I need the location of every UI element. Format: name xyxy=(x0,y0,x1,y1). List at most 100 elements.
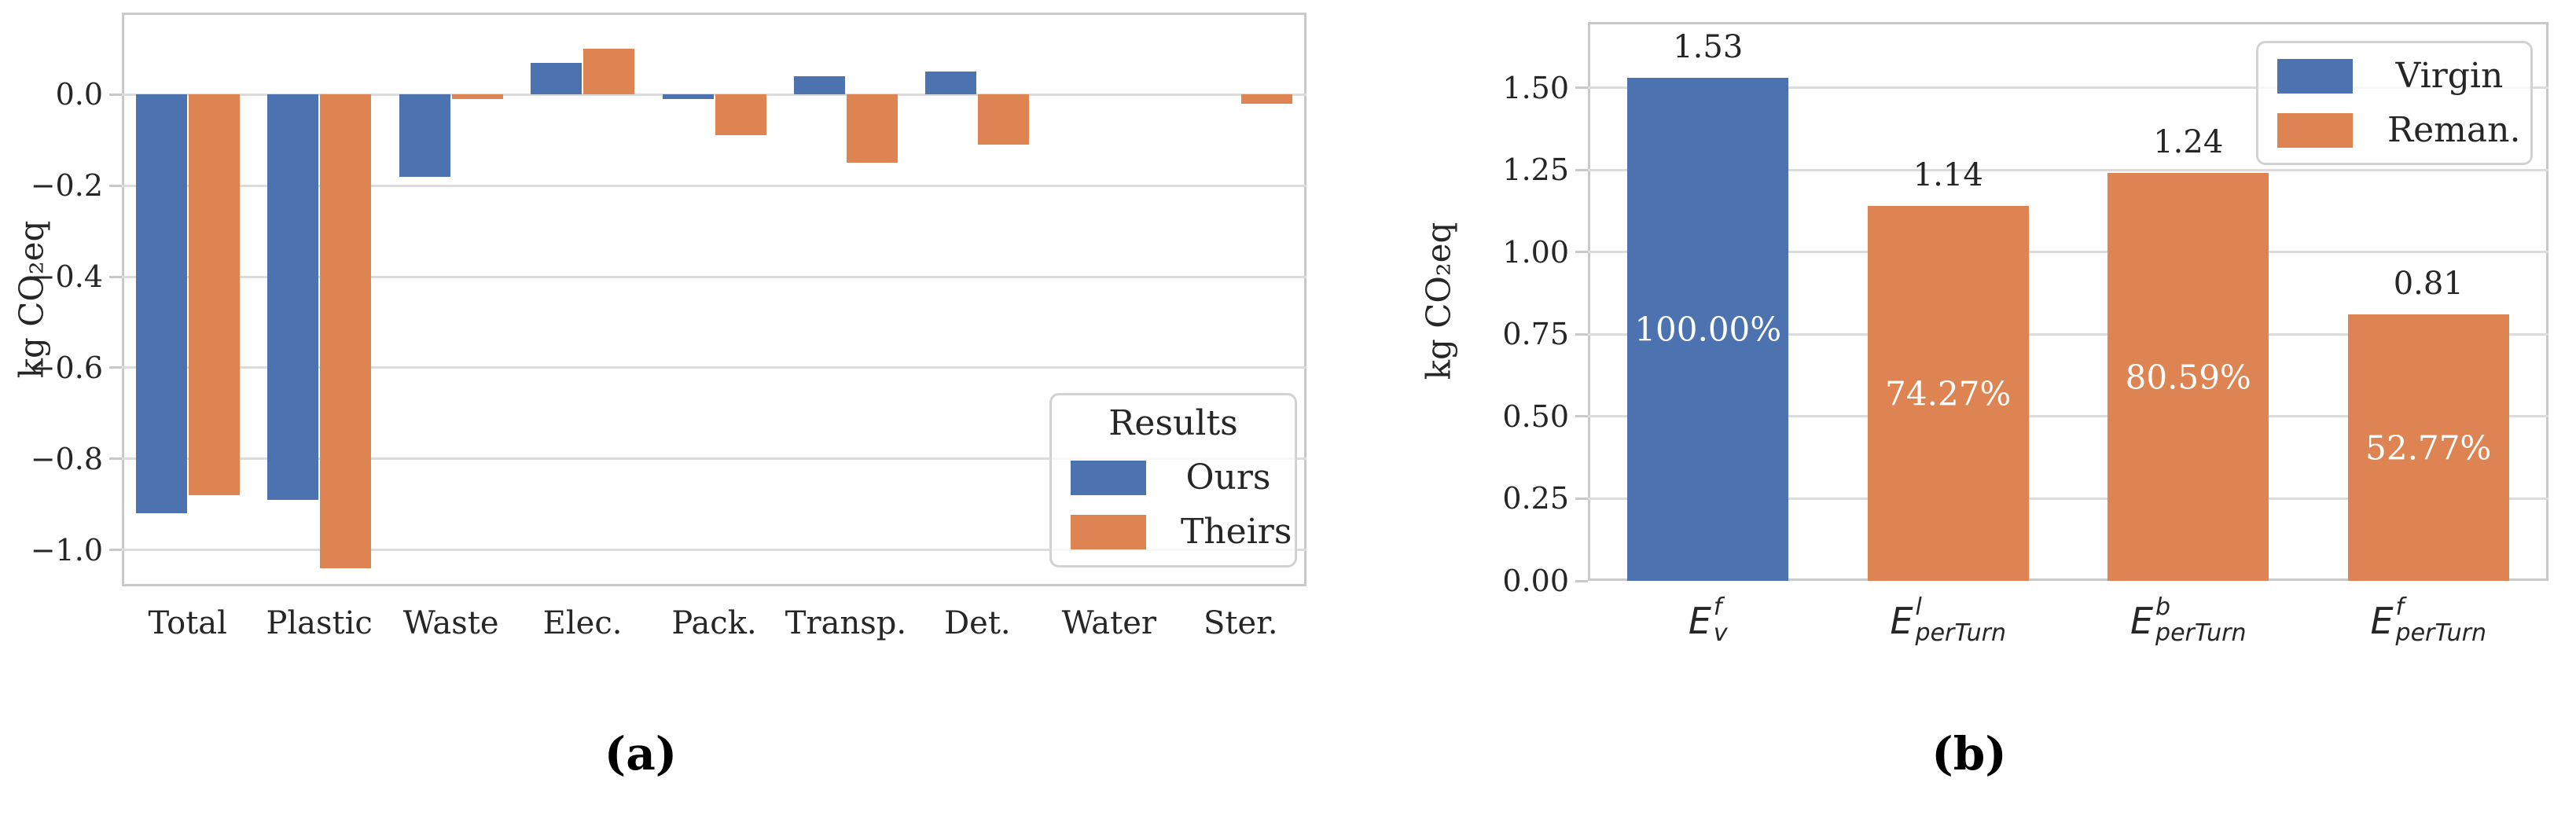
ytick-mark-−0.6 xyxy=(109,366,122,369)
bar-theirs-Transp xyxy=(846,94,898,163)
ytick-label: 0.00 xyxy=(1502,564,1569,598)
legend-swatch-theirs xyxy=(1071,514,1146,549)
ytick-label: 0.25 xyxy=(1502,481,1569,516)
ytick-label: 0.0 xyxy=(55,77,103,112)
ytick-mark-−0.2 xyxy=(109,184,122,187)
gridline-y-1.50 xyxy=(1588,86,2548,90)
bar-ours-Waste xyxy=(399,94,450,177)
xtick-label-Waste: Waste xyxy=(402,605,499,641)
bar-ours-Det xyxy=(925,72,977,95)
bar-b-2 xyxy=(2107,173,2269,581)
xtick-label-Pack: Pack. xyxy=(671,605,757,641)
gridline-y-0.25 xyxy=(1588,497,2548,500)
legend-a-label-theirs: Theirs xyxy=(1181,512,1292,552)
math-stack: l perTurn xyxy=(1915,596,2007,647)
math-subscript: perTurn xyxy=(1915,619,2007,647)
bar-pct-label-2: 80.59% xyxy=(2125,358,2251,397)
gridline-y-−0.8 xyxy=(122,457,1306,461)
caption-b: (b) xyxy=(1931,727,2007,780)
math-superscript: f xyxy=(2395,593,2405,621)
ytick-mark-−1.0 xyxy=(109,549,122,552)
gridline-y-−0.6 xyxy=(122,366,1306,369)
gridline-y-0.0 xyxy=(122,93,1306,96)
ytick-mark-0.00 xyxy=(1575,579,1588,582)
bar-value-label-1: 1.14 xyxy=(1913,157,1983,194)
ytick-mark-0.0 xyxy=(109,93,122,96)
legend-b-label-reman: Reman. xyxy=(2387,110,2521,150)
math-subscript: v xyxy=(1713,619,1728,647)
ytick-label: −1.0 xyxy=(30,532,103,567)
math-base: E xyxy=(2130,600,2154,642)
bar-b-0 xyxy=(1627,78,1789,581)
xtick-label-Water: Water xyxy=(1061,605,1157,641)
bar-ours-Elec xyxy=(531,62,582,95)
xtick-label-Plastic: Plastic xyxy=(266,605,373,641)
ytick-label: 1.50 xyxy=(1502,70,1569,105)
bar-pct-label-3: 52.77% xyxy=(2365,428,2492,468)
math-base: E xyxy=(1890,600,1913,642)
bar-theirs-Ster xyxy=(1241,94,1293,104)
math-base: E xyxy=(1688,600,1711,642)
bar-pct-label-1: 74.27% xyxy=(1885,374,2012,413)
ytick-mark-1.50 xyxy=(1575,86,1588,90)
bar-ours-Total xyxy=(135,94,187,514)
bar-theirs-Waste xyxy=(451,94,503,100)
bar-pct-label-0: 100.00% xyxy=(1634,310,1782,349)
bar-theirs-Pack xyxy=(715,94,766,136)
math-subscript: perTurn xyxy=(2155,619,2247,647)
gridline-y-0.50 xyxy=(1588,415,2548,418)
legend-a-row-theirs: Theirs xyxy=(1071,512,1292,552)
math-subscript: perTurn xyxy=(2395,619,2487,647)
gridline-y-−0.4 xyxy=(122,275,1306,278)
legend-b-row-reman: Reman. xyxy=(2277,110,2520,150)
gridline-y-−0.2 xyxy=(122,184,1306,187)
bar-b-3 xyxy=(2347,314,2509,581)
ytick-label: −0.6 xyxy=(30,350,103,385)
math-base: E xyxy=(2370,600,2394,642)
legend-a-label-ours: Ours xyxy=(1185,457,1271,498)
ytick-mark-−0.4 xyxy=(109,275,122,278)
bar-ours-Pack xyxy=(662,94,714,100)
bar-ours-Transp xyxy=(793,76,845,95)
bar-value-label-2: 1.24 xyxy=(2153,124,2224,161)
math-superscript: b xyxy=(2155,593,2171,621)
ytick-label: −0.8 xyxy=(30,441,103,476)
gridline-y-−1.0 xyxy=(122,549,1306,552)
xtick-label-Transp: Transp. xyxy=(785,605,907,641)
xtick-label-Det: Det. xyxy=(944,605,1011,641)
xtick-label-Total: Total xyxy=(148,605,227,641)
ytick-label: 1.25 xyxy=(1502,152,1569,188)
ytick-label: −0.2 xyxy=(30,168,103,204)
bar-ours-Plastic xyxy=(267,94,319,500)
ytick-label: 0.50 xyxy=(1502,398,1569,434)
math-superscript: f xyxy=(1713,593,1722,621)
ytick-label: −0.4 xyxy=(30,259,103,295)
bar-theirs-Elec xyxy=(583,49,635,95)
ytick-mark-−0.8 xyxy=(109,457,122,461)
math-stack: f perTurn xyxy=(2395,596,2487,647)
xtick-label-Elec: Elec. xyxy=(542,605,623,641)
ytick-mark-1.25 xyxy=(1575,168,1588,171)
gridline-y-0.75 xyxy=(1588,332,2548,336)
bar-theirs-Det xyxy=(978,94,1030,145)
ytick-mark-0.75 xyxy=(1575,332,1588,336)
legend-swatch-virgin xyxy=(2277,58,2353,94)
legend-swatch-reman xyxy=(2277,112,2353,148)
panel-b-legend: Virgin Reman. xyxy=(2256,41,2533,165)
ytick-mark-1.00 xyxy=(1575,251,1588,254)
bar-theirs-Plastic xyxy=(320,94,372,568)
legend-a-row-ours: Ours xyxy=(1071,457,1276,498)
legend-swatch-ours xyxy=(1071,460,1146,495)
legend-b-label-virgin: Virgin xyxy=(2395,56,2504,96)
bar-b-1 xyxy=(1867,206,2029,581)
ytick-mark-0.50 xyxy=(1575,415,1588,418)
caption-a: (a) xyxy=(604,727,678,780)
bar-theirs-Total xyxy=(188,94,240,496)
bar-value-label-0: 1.53 xyxy=(1673,29,1744,66)
math-stack: b perTurn xyxy=(2155,596,2247,647)
